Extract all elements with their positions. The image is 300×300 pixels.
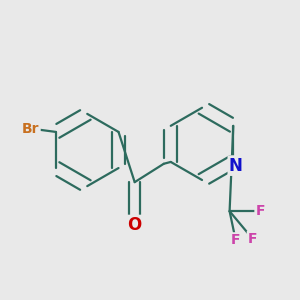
Text: O: O — [128, 216, 142, 234]
Text: F: F — [231, 233, 241, 247]
Text: Br: Br — [22, 122, 40, 136]
Text: F: F — [248, 232, 257, 246]
Text: N: N — [229, 157, 243, 175]
Text: F: F — [256, 204, 265, 218]
